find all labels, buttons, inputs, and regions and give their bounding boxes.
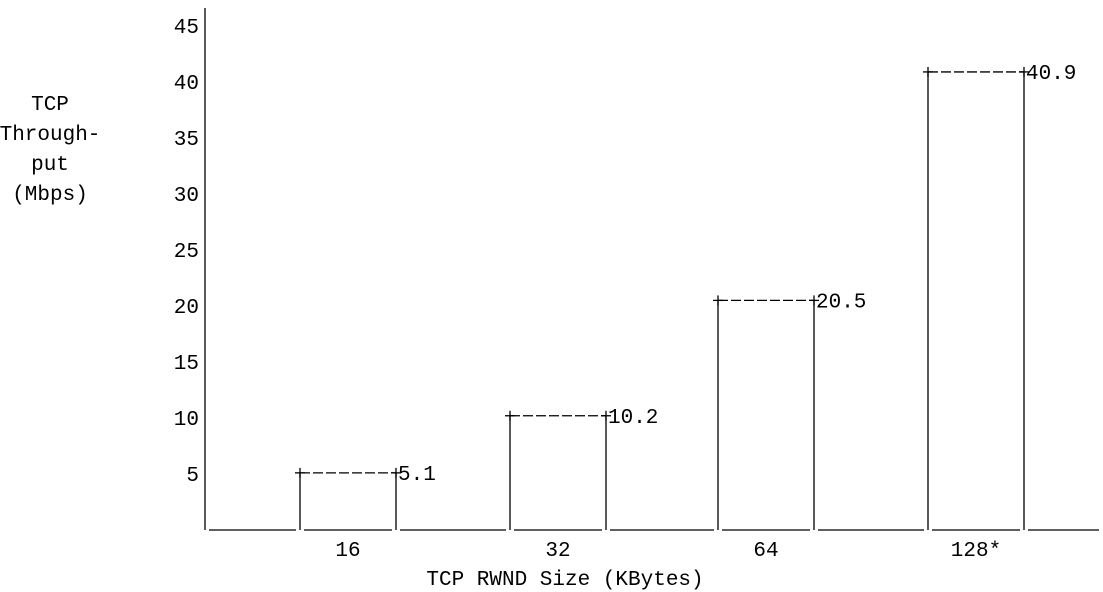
bars: 5.1 10.2 20.5 40.9	[295, 63, 1076, 530]
x-tick-label: 32	[545, 540, 570, 563]
x-tick-label: 16	[335, 540, 360, 563]
x-tick-label: 128*	[951, 540, 1001, 563]
y-tick-label: 45	[174, 17, 199, 40]
x-axis-ticks: 16 32 64 128*	[335, 540, 1001, 563]
bar: 5.1	[295, 464, 436, 530]
y-axis-label-line: put	[31, 154, 69, 177]
bar: 40.9	[923, 63, 1076, 530]
y-tick-label: 25	[174, 241, 199, 264]
x-tick-label: 64	[753, 540, 778, 563]
bar-value-label: 5.1	[398, 464, 436, 487]
y-tick-label: 15	[174, 353, 199, 376]
y-tick-label: 20	[174, 297, 199, 320]
y-tick-label: 10	[174, 409, 199, 432]
y-axis-label: TCP Through-put (Mbps)	[0, 94, 100, 207]
x-axis-label: TCP RWND Size (KBytes)	[426, 569, 703, 592]
y-axis-label-line: (Mbps)	[12, 184, 88, 207]
bar-value-label: 20.5	[816, 291, 866, 314]
bar: 20.5	[713, 291, 866, 530]
y-axis-label-line: TCP	[31, 94, 69, 117]
y-tick-label: 5	[186, 465, 199, 488]
bar-value-label: 40.9	[1026, 63, 1076, 86]
bar: 10.2	[505, 407, 658, 530]
bar-value-label: 10.2	[608, 407, 658, 430]
y-tick-label: 30	[174, 185, 199, 208]
y-axis-label-line: Through-	[0, 124, 100, 147]
y-tick-label: 35	[174, 129, 199, 152]
y-axis-ticks: 5 10 15 20 25 30 35 40 45	[174, 17, 199, 488]
y-tick-label: 40	[174, 73, 199, 96]
